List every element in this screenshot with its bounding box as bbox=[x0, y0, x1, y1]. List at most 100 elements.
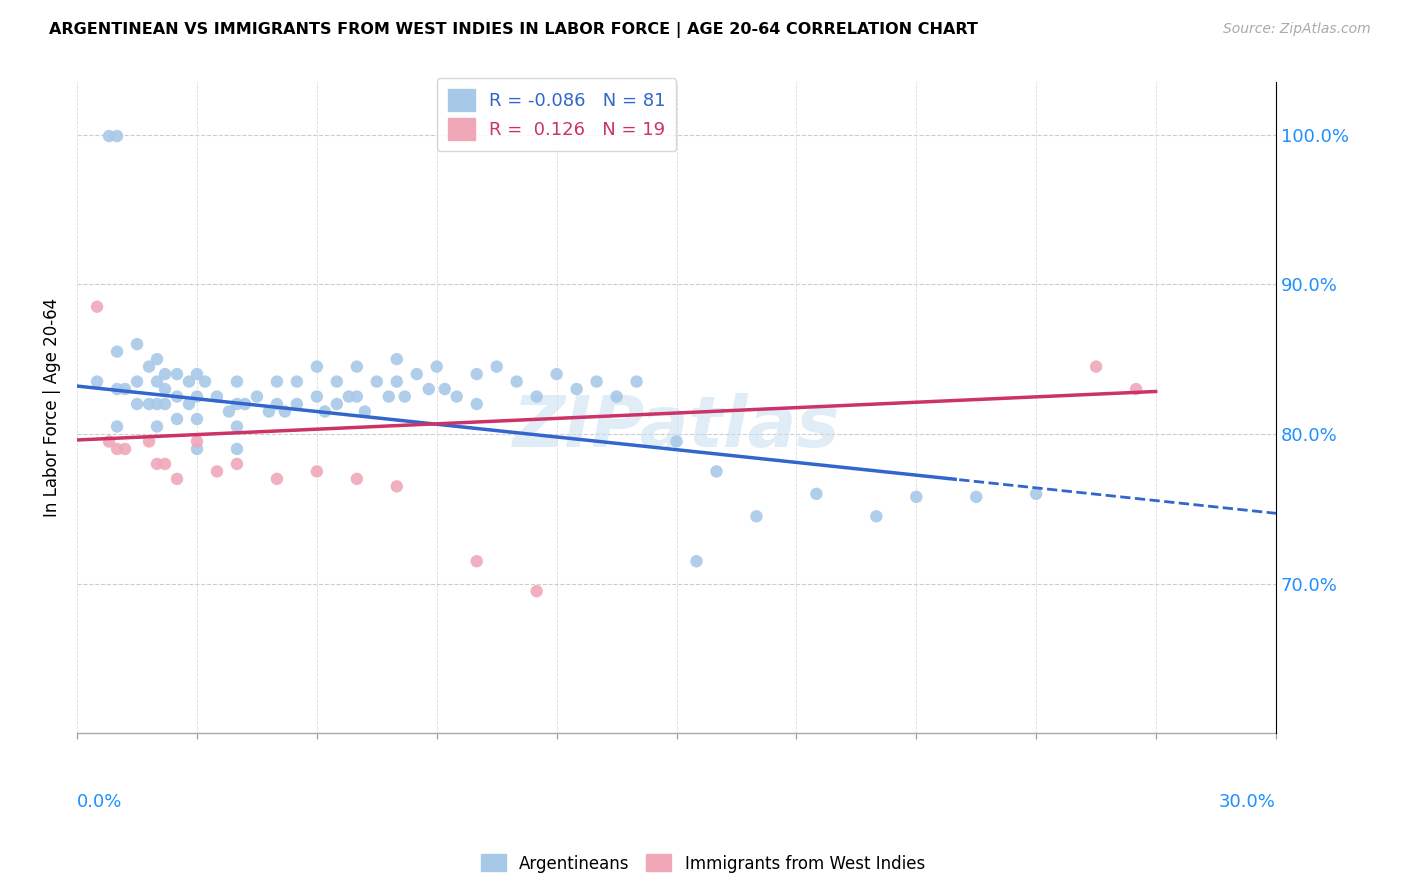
Point bbox=[205, 464, 228, 478]
Point bbox=[465, 367, 488, 381]
Point bbox=[745, 509, 768, 524]
Point bbox=[806, 487, 828, 501]
Point bbox=[346, 390, 368, 404]
Point bbox=[125, 375, 148, 389]
Point bbox=[546, 367, 568, 381]
Point bbox=[186, 412, 208, 426]
Point bbox=[105, 344, 128, 359]
Point bbox=[138, 397, 160, 411]
Point bbox=[86, 300, 108, 314]
Point bbox=[905, 490, 928, 504]
Point bbox=[346, 359, 368, 374]
Point bbox=[1085, 359, 1108, 374]
Point bbox=[138, 359, 160, 374]
Text: ARGENTINEAN VS IMMIGRANTS FROM WEST INDIES IN LABOR FORCE | AGE 20-64 CORRELATIO: ARGENTINEAN VS IMMIGRANTS FROM WEST INDI… bbox=[49, 22, 979, 38]
Point bbox=[266, 472, 288, 486]
Point bbox=[105, 382, 128, 396]
Point bbox=[186, 367, 208, 381]
Point bbox=[226, 397, 249, 411]
Point bbox=[685, 554, 707, 568]
Point bbox=[266, 397, 288, 411]
Point bbox=[138, 434, 160, 449]
Point bbox=[257, 404, 280, 418]
Point bbox=[565, 382, 588, 396]
Point bbox=[346, 472, 368, 486]
Text: 0.0%: 0.0% bbox=[77, 793, 122, 812]
Point bbox=[218, 404, 240, 418]
Text: Source: ZipAtlas.com: Source: ZipAtlas.com bbox=[1223, 22, 1371, 37]
Legend: Argentineans, Immigrants from West Indies: Argentineans, Immigrants from West Indie… bbox=[474, 847, 932, 880]
Point bbox=[326, 375, 349, 389]
Point bbox=[485, 359, 508, 374]
Point bbox=[405, 367, 427, 381]
Point bbox=[153, 382, 176, 396]
Point bbox=[166, 412, 188, 426]
Point bbox=[706, 464, 728, 478]
Point bbox=[233, 397, 256, 411]
Point bbox=[285, 397, 308, 411]
Point bbox=[305, 359, 328, 374]
Point bbox=[865, 509, 887, 524]
Text: 30.0%: 30.0% bbox=[1219, 793, 1277, 812]
Point bbox=[606, 390, 628, 404]
Point bbox=[426, 359, 449, 374]
Point bbox=[153, 397, 176, 411]
Point bbox=[353, 404, 375, 418]
Point bbox=[166, 390, 188, 404]
Point bbox=[465, 397, 488, 411]
Point bbox=[125, 337, 148, 351]
Legend: R = -0.086   N = 81, R =  0.126   N = 19: R = -0.086 N = 81, R = 0.126 N = 19 bbox=[437, 78, 676, 151]
Point bbox=[146, 397, 169, 411]
Point bbox=[146, 352, 169, 367]
Text: ZIPatlas: ZIPatlas bbox=[513, 392, 841, 462]
Point bbox=[285, 375, 308, 389]
Point bbox=[465, 554, 488, 568]
Point bbox=[337, 390, 360, 404]
Point bbox=[166, 367, 188, 381]
Point bbox=[266, 375, 288, 389]
Point bbox=[98, 129, 121, 144]
Point bbox=[585, 375, 607, 389]
Point bbox=[385, 352, 408, 367]
Point bbox=[226, 419, 249, 434]
Point bbox=[153, 457, 176, 471]
Point bbox=[114, 382, 136, 396]
Point bbox=[226, 457, 249, 471]
Point bbox=[1025, 487, 1047, 501]
Point bbox=[366, 375, 388, 389]
Point bbox=[378, 390, 401, 404]
Point bbox=[1125, 382, 1147, 396]
Point bbox=[314, 404, 336, 418]
Point bbox=[505, 375, 527, 389]
Point bbox=[205, 390, 228, 404]
Point bbox=[385, 479, 408, 493]
Point bbox=[86, 375, 108, 389]
Point bbox=[177, 397, 200, 411]
Point bbox=[326, 397, 349, 411]
Point bbox=[526, 584, 548, 599]
Point bbox=[186, 434, 208, 449]
Point bbox=[186, 390, 208, 404]
Point bbox=[526, 390, 548, 404]
Point bbox=[125, 397, 148, 411]
Point bbox=[246, 390, 269, 404]
Point bbox=[166, 472, 188, 486]
Point bbox=[305, 390, 328, 404]
Point bbox=[98, 434, 121, 449]
Point bbox=[394, 390, 416, 404]
Point bbox=[385, 375, 408, 389]
Y-axis label: In Labor Force | Age 20-64: In Labor Force | Age 20-64 bbox=[44, 298, 60, 517]
Point bbox=[226, 375, 249, 389]
Point bbox=[433, 382, 456, 396]
Point bbox=[965, 490, 987, 504]
Point bbox=[177, 375, 200, 389]
Point bbox=[305, 464, 328, 478]
Point bbox=[105, 129, 128, 144]
Point bbox=[665, 434, 688, 449]
Point bbox=[194, 375, 217, 389]
Point bbox=[105, 419, 128, 434]
Point bbox=[446, 390, 468, 404]
Point bbox=[226, 442, 249, 456]
Point bbox=[105, 442, 128, 456]
Point bbox=[146, 457, 169, 471]
